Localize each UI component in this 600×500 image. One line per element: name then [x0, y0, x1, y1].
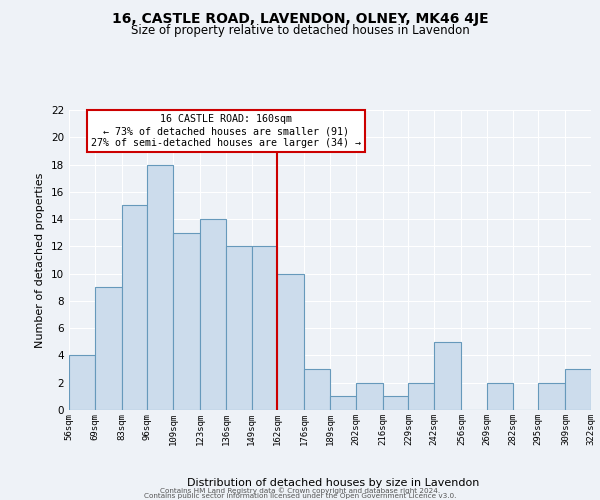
Bar — [69, 356, 95, 410]
Bar — [95, 288, 122, 410]
Bar — [304, 369, 330, 410]
Bar — [487, 382, 512, 410]
Bar — [251, 246, 277, 410]
Bar — [200, 219, 226, 410]
Bar — [565, 369, 591, 410]
Bar — [538, 382, 565, 410]
Text: Contains public sector information licensed under the Open Government Licence v3: Contains public sector information licen… — [144, 493, 456, 499]
Text: 16, CASTLE ROAD, LAVENDON, OLNEY, MK46 4JE: 16, CASTLE ROAD, LAVENDON, OLNEY, MK46 4… — [112, 12, 488, 26]
Bar — [173, 232, 200, 410]
Bar — [409, 382, 434, 410]
Bar — [434, 342, 461, 410]
Text: Distribution of detached houses by size in Lavendon: Distribution of detached houses by size … — [187, 478, 479, 488]
Bar — [122, 206, 148, 410]
Bar — [383, 396, 409, 410]
Bar — [148, 164, 173, 410]
Bar — [226, 246, 251, 410]
Text: 16 CASTLE ROAD: 160sqm
← 73% of detached houses are smaller (91)
27% of semi-det: 16 CASTLE ROAD: 160sqm ← 73% of detached… — [91, 114, 361, 148]
Bar — [330, 396, 356, 410]
Text: Size of property relative to detached houses in Lavendon: Size of property relative to detached ho… — [131, 24, 469, 37]
Bar — [277, 274, 304, 410]
Y-axis label: Number of detached properties: Number of detached properties — [35, 172, 46, 348]
Text: Contains HM Land Registry data © Crown copyright and database right 2024.: Contains HM Land Registry data © Crown c… — [160, 487, 440, 494]
Bar — [356, 382, 383, 410]
